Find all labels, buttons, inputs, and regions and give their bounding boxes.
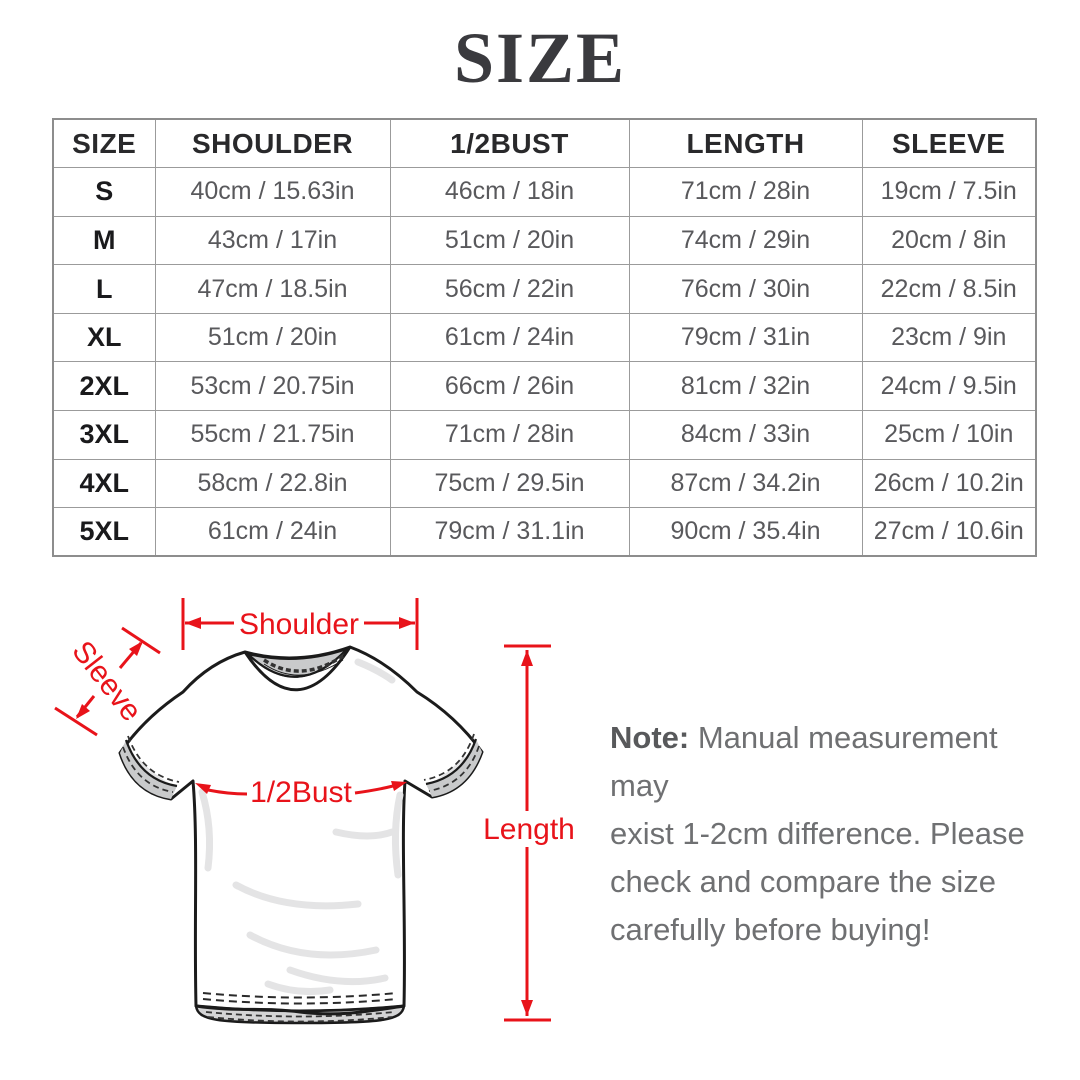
note-line: carefully before buying! bbox=[610, 912, 931, 947]
column-header-length: LENGTH bbox=[628, 118, 863, 169]
size-label-cell: 4XL bbox=[52, 458, 156, 509]
measurement-cell: 71cm / 28in bbox=[628, 167, 863, 217]
size-label-cell: XL bbox=[52, 312, 156, 363]
size-label-cell: 3XL bbox=[52, 410, 156, 460]
collar bbox=[243, 646, 352, 692]
measurement-cell: 61cm / 24in bbox=[389, 312, 630, 363]
measurement-cell: 26cm / 10.2in bbox=[861, 458, 1037, 509]
table-row: XL 51cm / 20in 61cm / 24in 79cm / 31in 23cm … bbox=[52, 312, 1037, 363]
measurement-cell: 43cm / 17in bbox=[154, 215, 391, 266]
table-row: 4XL 58cm / 22.8in 75cm / 29.5in 87cm / 34.2… bbox=[52, 458, 1037, 509]
measurement-cell: 47cm / 18.5in bbox=[154, 264, 391, 314]
measurement-cell: 90cm / 35.4in bbox=[628, 507, 863, 557]
right-cuff bbox=[423, 733, 482, 797]
note-line: exist 1-2cm difference. Please bbox=[610, 816, 1025, 851]
bust-label: 1/2Bust bbox=[250, 776, 352, 809]
measurement-cell: 20cm / 8in bbox=[861, 215, 1037, 266]
size-label-cell: 2XL bbox=[52, 361, 156, 412]
measurement-cell: 24cm / 9.5in bbox=[861, 361, 1037, 412]
measurement-cell: 25cm / 10in bbox=[861, 410, 1037, 460]
tshirt-outline bbox=[118, 645, 484, 1013]
measurement-cell: 23cm / 9in bbox=[861, 312, 1037, 363]
length-arrow: Length bbox=[483, 644, 575, 1022]
note-line: check and compare the size bbox=[610, 864, 996, 899]
measurement-cell: 71cm / 28in bbox=[389, 410, 630, 460]
table-header-row: SIZE SHOULDER 1/2BUST LENGTH SLEEVE bbox=[52, 118, 1037, 169]
size-label-cell: S bbox=[52, 167, 156, 217]
table-row: 5XL 61cm / 24in 79cm / 31.1in 90cm / 35.4in… bbox=[52, 507, 1037, 557]
measurement-cell: 79cm / 31in bbox=[628, 312, 863, 363]
measurement-cell: 81cm / 32in bbox=[628, 361, 863, 412]
size-label-cell: M bbox=[52, 215, 156, 266]
sleeve-arrow: Sleeve bbox=[54, 626, 161, 737]
note-line: Note: Manual measurement may bbox=[610, 720, 998, 803]
tshirt-measurement-diagram: Shoulder Sleeve 1/2Bust bbox=[54, 598, 575, 1025]
measurement-cell: 87cm / 34.2in bbox=[628, 458, 863, 509]
size-label-cell: L bbox=[52, 264, 156, 314]
table-row: 2XL 53cm / 20.75in 66cm / 26in 81cm / 32in 2… bbox=[52, 361, 1037, 412]
measurement-cell: 22cm / 8.5in bbox=[861, 264, 1037, 314]
measurement-cell: 74cm / 29in bbox=[628, 215, 863, 266]
measurement-cell: 27cm / 10.6in bbox=[861, 507, 1037, 557]
measurement-cell: 51cm / 20in bbox=[154, 312, 391, 363]
measurement-cell: 53cm / 20.75in bbox=[154, 361, 391, 412]
measurement-cell: 40cm / 15.63in bbox=[154, 167, 391, 217]
note-prefix: Note: bbox=[610, 720, 690, 755]
measurement-cell: 76cm / 30in bbox=[628, 264, 863, 314]
page-title: SIZE bbox=[453, 18, 627, 98]
measurement-cell: 56cm / 22in bbox=[389, 264, 630, 314]
wrinkle-shading bbox=[133, 658, 469, 995]
length-label: Length bbox=[483, 813, 575, 846]
bust-arrow: 1/2Bust bbox=[195, 776, 407, 809]
size-table: SIZE SHOULDER 1/2BUST LENGTH SLEEVE S 40cm / … bbox=[52, 118, 1037, 558]
measurement-cell: 75cm / 29.5in bbox=[389, 458, 630, 509]
column-header-1-2bust: 1/2BUST bbox=[389, 118, 630, 169]
table-row: S 40cm / 15.63in 46cm / 18in 71cm / 28in 19c… bbox=[52, 167, 1037, 217]
shoulder-label: Shoulder bbox=[239, 608, 359, 641]
measurement-cell: 61cm / 24in bbox=[154, 507, 391, 557]
measurement-cell: 19cm / 7.5in bbox=[861, 167, 1037, 217]
measurement-cell: 66cm / 26in bbox=[389, 361, 630, 412]
column-header-sleeve: SLEEVE bbox=[861, 118, 1037, 169]
measurement-cell: 51cm / 20in bbox=[389, 215, 630, 266]
table-row: M 43cm / 17in 51cm / 20in 74cm / 29in 20cm /… bbox=[52, 215, 1037, 266]
note-text: Note: Manual measurement may exist 1-2cm… bbox=[610, 714, 1030, 954]
table-row: L 47cm / 18.5in 56cm / 22in 76cm / 30in 22cm… bbox=[52, 264, 1037, 314]
shoulder-arrow: Shoulder bbox=[181, 598, 419, 650]
measurement-cell: 58cm / 22.8in bbox=[154, 458, 391, 509]
measurement-cell: 84cm / 33in bbox=[628, 410, 863, 460]
measurement-cell: 46cm / 18in bbox=[389, 167, 630, 217]
hem bbox=[194, 992, 406, 1025]
size-label-cell: 5XL bbox=[52, 507, 156, 557]
measurement-cell: 55cm / 21.75in bbox=[154, 410, 391, 460]
measurement-cell: 79cm / 31.1in bbox=[389, 507, 630, 557]
left-cuff bbox=[120, 735, 180, 799]
column-header-size: SIZE bbox=[52, 118, 156, 169]
column-header-shoulder: SHOULDER bbox=[154, 118, 391, 169]
table-row: 3XL 55cm / 21.75in 71cm / 28in 84cm / 33in 2… bbox=[52, 410, 1037, 460]
